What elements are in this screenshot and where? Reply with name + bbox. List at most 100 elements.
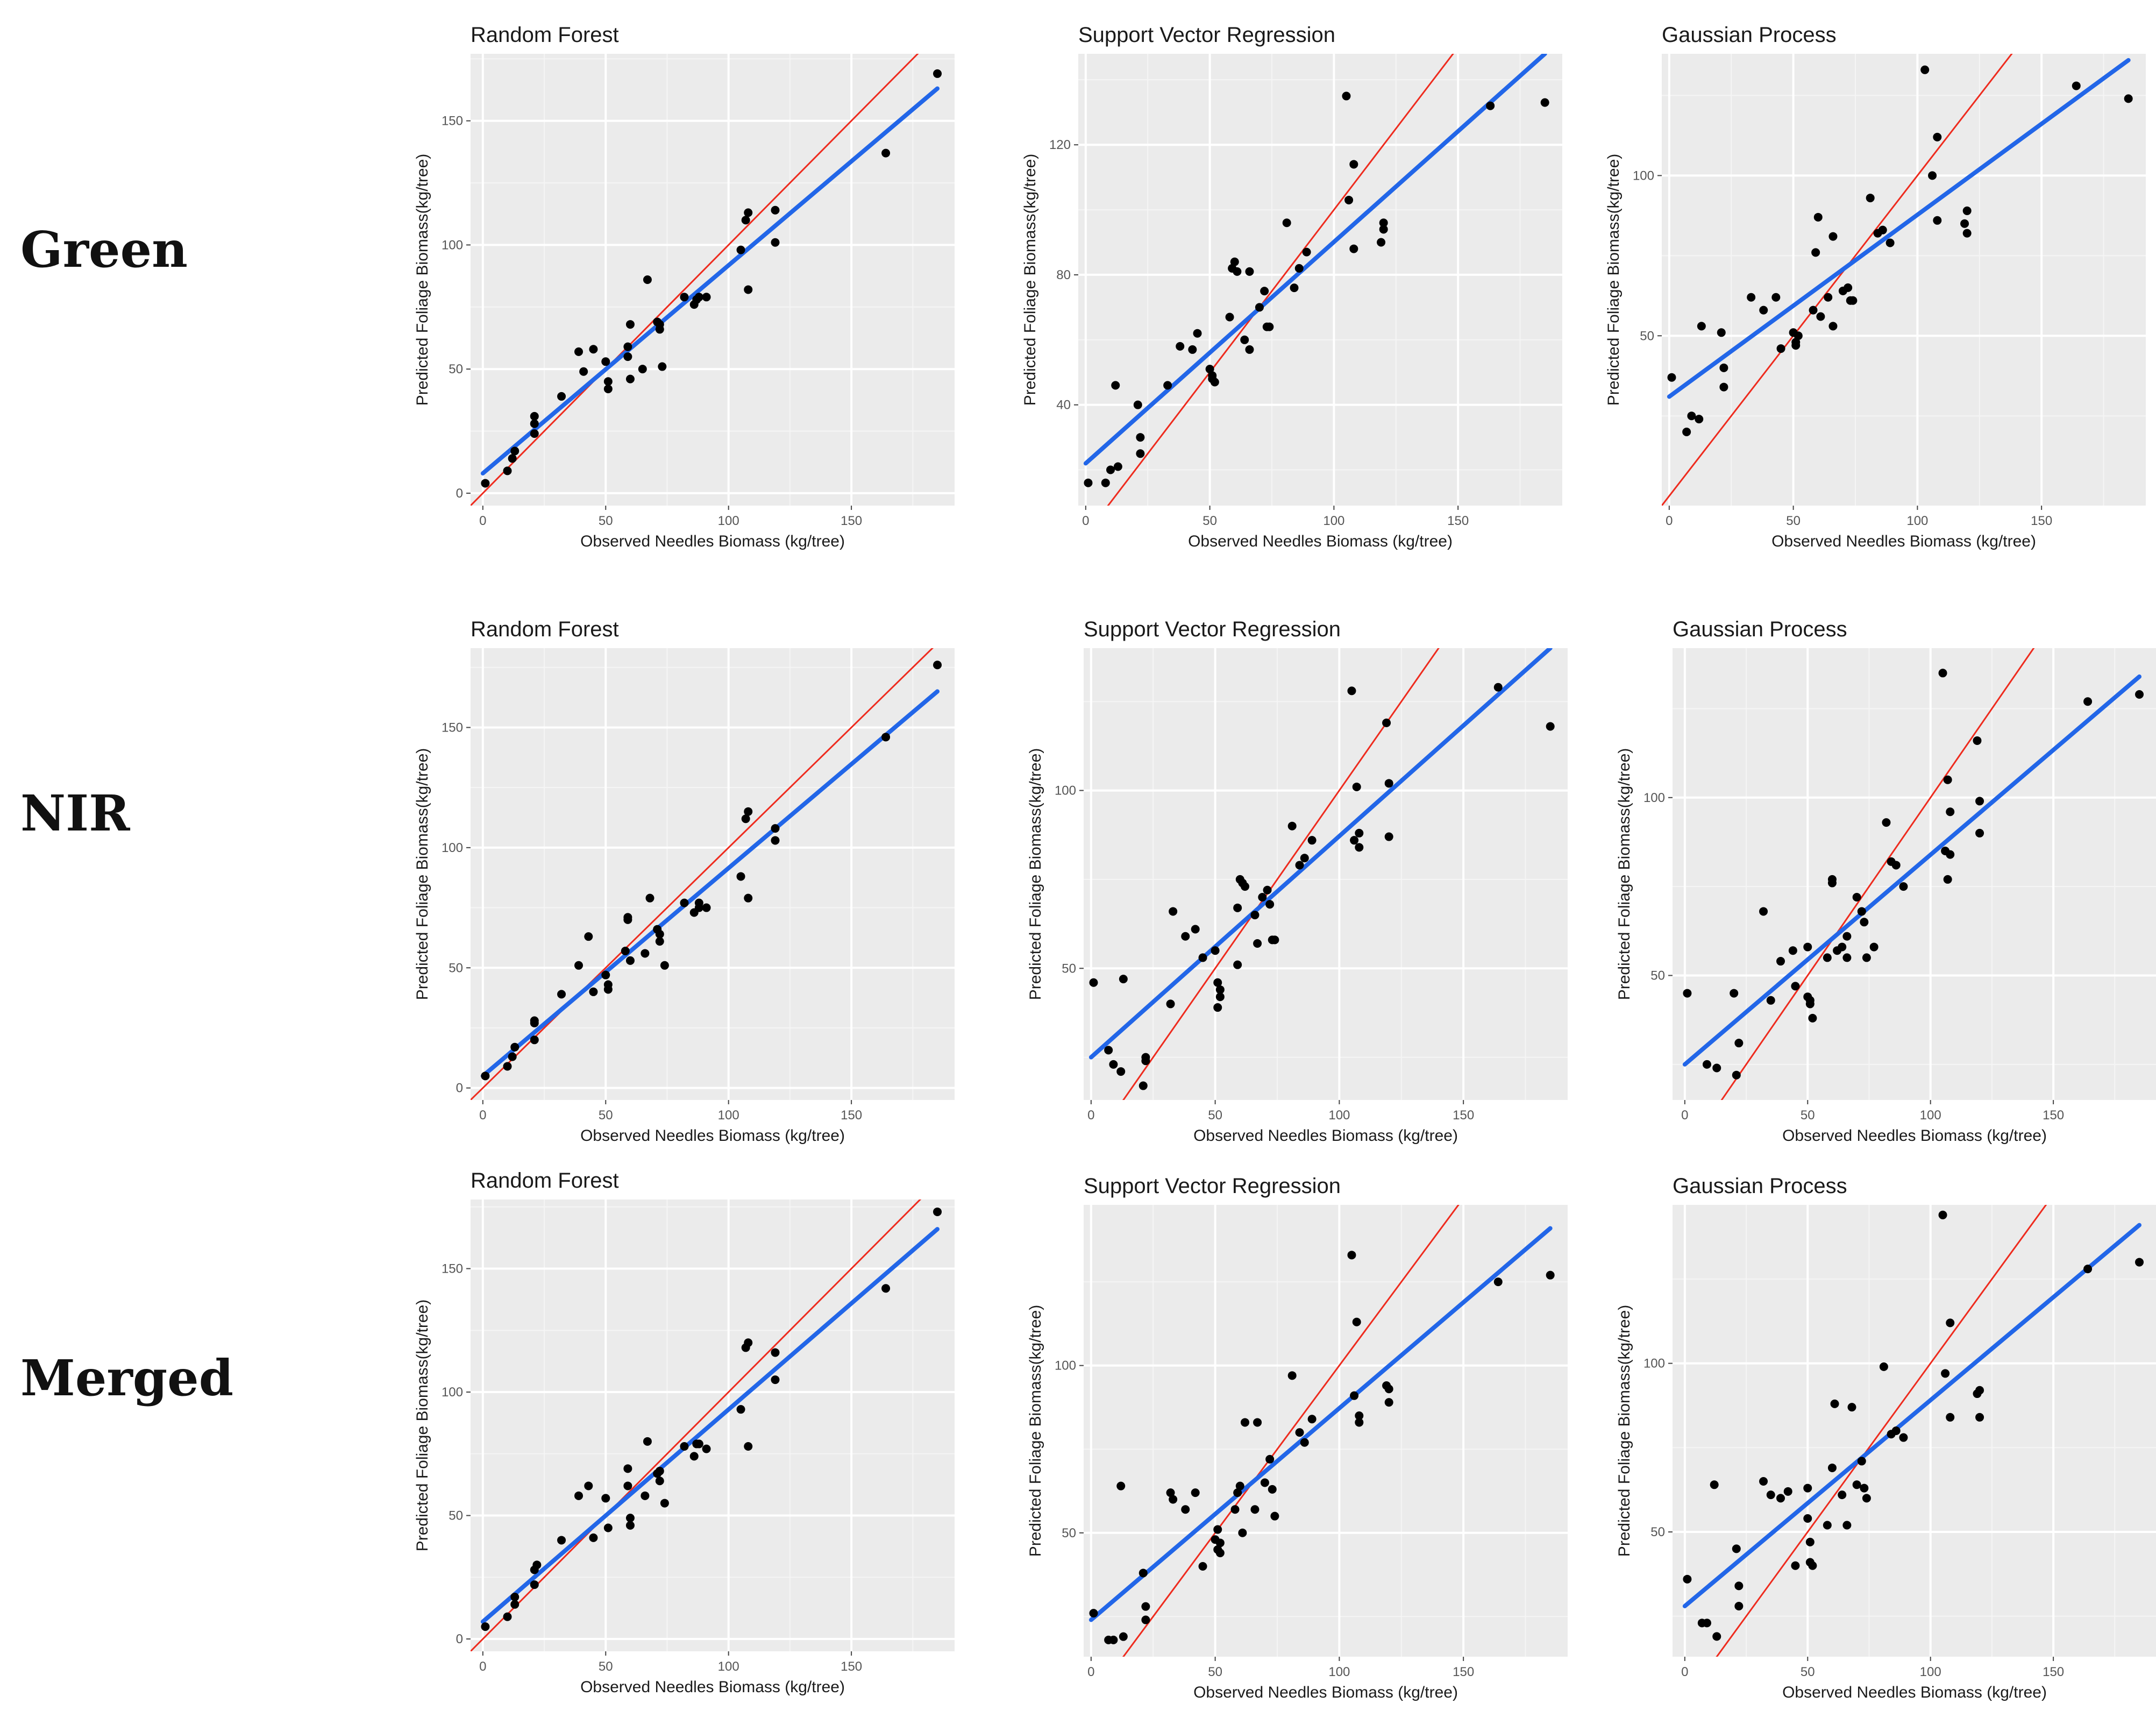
data-point bbox=[1188, 345, 1197, 354]
x-tick-label: 100 bbox=[718, 1659, 739, 1674]
data-point bbox=[1759, 907, 1768, 916]
x-axis-label: Observed Needles Biomass (kg/tree) bbox=[1782, 1127, 2047, 1145]
regression-line bbox=[1682, 674, 2142, 1067]
chart-title: Gaussian Process bbox=[1673, 617, 1847, 641]
data-point bbox=[645, 893, 654, 903]
data-point bbox=[702, 1444, 711, 1453]
x-tick-label: 0 bbox=[1087, 1108, 1094, 1123]
data-point bbox=[1384, 1398, 1393, 1407]
data-point bbox=[1938, 1210, 1947, 1219]
data-point bbox=[574, 961, 584, 970]
data-point bbox=[1546, 722, 1555, 731]
chart-nir-random-forest: 0 50 100 150 0 50 100 150 Random Forest Observed … bbox=[387, 605, 995, 1175]
y-tick-label: 80 bbox=[1056, 268, 1071, 282]
data-point bbox=[1119, 1632, 1128, 1641]
data-point bbox=[771, 205, 780, 215]
data-point bbox=[589, 987, 598, 996]
data-point bbox=[1842, 953, 1852, 962]
plot-area bbox=[1088, 648, 1555, 1100]
regression-line bbox=[1088, 648, 1553, 1060]
data-point bbox=[1816, 312, 1825, 321]
chart-title: Random Forest bbox=[471, 617, 619, 641]
regression-line bbox=[1682, 1223, 2142, 1608]
data-point bbox=[1702, 1060, 1711, 1069]
data-point bbox=[1493, 683, 1503, 692]
data-point bbox=[1377, 238, 1386, 247]
data-point bbox=[744, 807, 753, 816]
data-point bbox=[1486, 101, 1495, 110]
identity-line bbox=[471, 648, 934, 1100]
plot-background bbox=[1662, 54, 2146, 506]
data-point bbox=[1962, 206, 1972, 215]
data-point bbox=[623, 342, 632, 351]
data-point bbox=[736, 1405, 745, 1414]
data-point bbox=[1695, 415, 1704, 424]
data-point bbox=[1282, 218, 1291, 228]
x-tick-label: 150 bbox=[1453, 1665, 1474, 1679]
x-axis-label: Observed Needles Biomass (kg/tree) bbox=[580, 533, 845, 550]
data-point bbox=[694, 1439, 703, 1449]
data-point bbox=[532, 1560, 542, 1570]
data-point bbox=[1860, 1483, 1869, 1493]
data-point bbox=[1791, 982, 1800, 991]
data-point bbox=[1682, 427, 1691, 436]
data-point bbox=[1169, 1495, 1178, 1504]
data-point bbox=[574, 347, 584, 356]
chart-nir-svr: 0 50 100 150 50 100 Support Vector Regression O… bbox=[1000, 605, 1608, 1175]
data-point bbox=[1295, 861, 1304, 870]
data-point bbox=[1776, 1494, 1785, 1503]
x-axis-label: Observed Needles Biomass (kg/tree) bbox=[1782, 1684, 2047, 1701]
data-point bbox=[1844, 283, 1853, 292]
plot-background bbox=[1673, 648, 2156, 1100]
regression-line bbox=[1083, 54, 1547, 466]
data-point bbox=[1975, 1386, 1984, 1395]
y-tick-label: 100 bbox=[442, 1385, 463, 1400]
data-point bbox=[1702, 1619, 1711, 1628]
data-point bbox=[1946, 807, 1955, 817]
y-tick-label: 100 bbox=[1055, 1359, 1076, 1373]
data-point bbox=[1847, 1403, 1856, 1412]
y-axis-label: Predicted Foliage Biomass(kg/tree) bbox=[1616, 748, 1633, 1000]
data-point bbox=[1710, 1480, 1719, 1489]
data-point bbox=[1852, 892, 1861, 902]
data-point bbox=[694, 903, 703, 912]
data-point bbox=[510, 1600, 520, 1609]
data-point bbox=[1263, 885, 1272, 895]
plot-background bbox=[471, 648, 955, 1100]
y-tick-label: 50 bbox=[1062, 961, 1076, 976]
y-tick-label: 50 bbox=[449, 362, 463, 377]
regression-line bbox=[1088, 1226, 1553, 1622]
data-point bbox=[1089, 978, 1098, 987]
data-point bbox=[1712, 1063, 1721, 1073]
data-point bbox=[1166, 1488, 1175, 1497]
y-tick-label: 50 bbox=[449, 1509, 463, 1523]
x-tick-label: 150 bbox=[1453, 1108, 1474, 1123]
data-point bbox=[1783, 1487, 1792, 1496]
data-point bbox=[1265, 1454, 1275, 1464]
y-tick-label: 50 bbox=[1062, 1526, 1076, 1541]
data-point bbox=[1230, 257, 1239, 266]
x-tick-label: 150 bbox=[841, 514, 862, 528]
x-tick-label: 100 bbox=[718, 1108, 739, 1123]
x-axis-label: Observed Needles Biomass (kg/tree) bbox=[580, 1678, 845, 1696]
data-point bbox=[1169, 907, 1178, 916]
chart-nir-random-forest-svg: 0 50 100 150 0 50 100 150 Random Forest Observed … bbox=[414, 617, 955, 1145]
x-tick-label: 100 bbox=[718, 514, 739, 528]
chart-merged-gaussian-process: 0 50 100 150 50 100 Gaussian Process Observed N… bbox=[1589, 1162, 2156, 1732]
y-axis-label: Predicted Foliage Biomass(kg/tree) bbox=[1605, 154, 1623, 406]
data-point bbox=[1803, 942, 1812, 952]
x-tick-label: 0 bbox=[1681, 1108, 1688, 1123]
data-point bbox=[1141, 1602, 1150, 1611]
data-point bbox=[1136, 449, 1145, 458]
data-point bbox=[1683, 1574, 1692, 1584]
data-point bbox=[584, 1481, 593, 1490]
data-point bbox=[1141, 1053, 1150, 1062]
chart-merged-svr: 0 50 100 150 50 100 Support Vector Regression O… bbox=[1000, 1162, 1608, 1732]
y-tick-label: 40 bbox=[1056, 398, 1071, 413]
data-point bbox=[680, 1442, 689, 1451]
data-point bbox=[1734, 1039, 1744, 1048]
data-point bbox=[1241, 882, 1249, 891]
data-point bbox=[1193, 329, 1202, 338]
plot-background bbox=[1084, 648, 1568, 1100]
data-point bbox=[1250, 911, 1260, 920]
